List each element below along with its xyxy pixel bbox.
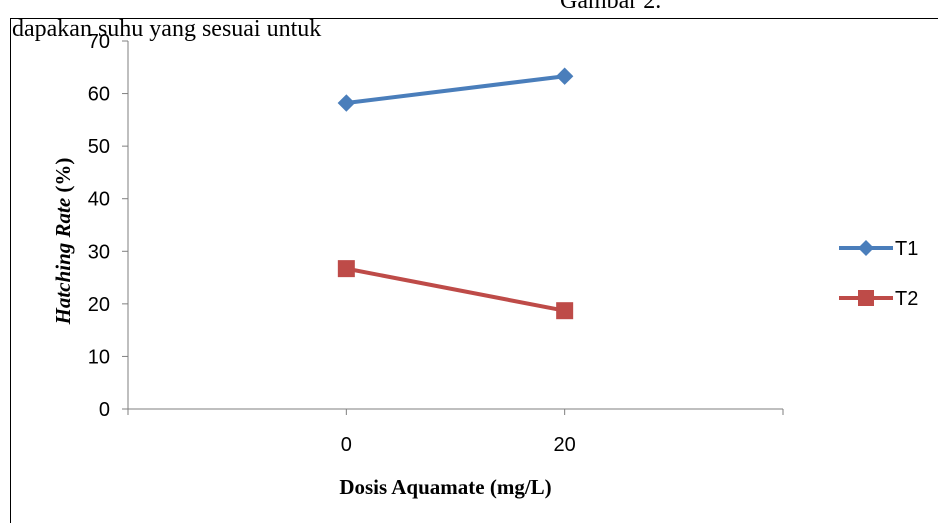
y-tick-label: 10 — [88, 346, 110, 368]
legend-label-t1: T1 — [895, 238, 918, 260]
page-text-left: dapakan suhu yang sesuai untuk — [12, 16, 322, 42]
legend-label-t2: T2 — [895, 288, 918, 310]
y-tick-label: 60 — [88, 84, 110, 106]
y-tick-label: 50 — [88, 136, 110, 158]
x-tick-label: 0 — [341, 434, 352, 456]
series-group — [337, 67, 574, 320]
data-point-t1 — [555, 67, 574, 85]
legend-marker-t2 — [858, 290, 874, 306]
y-tick-label: 0 — [99, 399, 110, 421]
data-point-t1 — [337, 94, 356, 112]
y-tick-label: 30 — [88, 241, 110, 263]
legend-marker-t1 — [858, 240, 874, 256]
x-axis-ticks: 0 20 — [127, 409, 784, 456]
y-axis-title: Hatching Rate (%) — [51, 158, 75, 326]
legend: T1 T2 — [839, 238, 918, 310]
chart-frame — [10, 18, 938, 523]
page-text-right: Gambar 2. — [560, 0, 662, 14]
y-tick-label: 40 — [88, 189, 110, 211]
x-tick-label: 20 — [554, 434, 576, 456]
data-point-t2 — [556, 302, 574, 320]
y-axis-ticks: 0 10 20 30 40 50 60 70 — [88, 31, 128, 421]
series-line-t2 — [345, 266, 566, 313]
series-line-t1 — [346, 74, 565, 106]
data-point-t2 — [337, 260, 355, 278]
y-tick-label: 20 — [88, 294, 110, 316]
y-axis-title-italic: Hatching Rate — [51, 198, 75, 326]
y-axis-title-suffix: (%) — [51, 158, 75, 198]
page-text-line: dapakan suhu yang sesuai untuk Gambar 2. — [0, 0, 661, 71]
y-tick-label: 70 — [88, 31, 110, 53]
x-axis-title: Dosis Aquamate (mg/L) — [339, 475, 551, 499]
